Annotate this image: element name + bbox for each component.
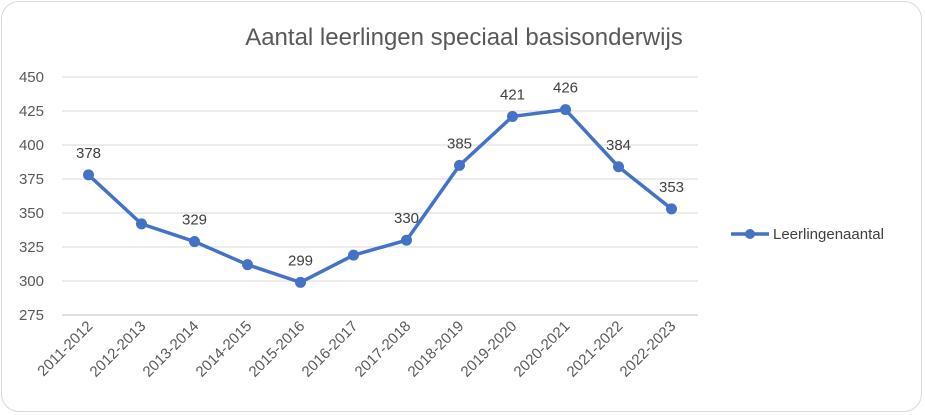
y-tick-label: 425 (19, 103, 44, 120)
data-label: 384 (606, 137, 631, 154)
data-label: 353 (659, 179, 684, 196)
legend-marker (745, 229, 755, 239)
data-label: 421 (500, 86, 525, 103)
x-tick-label: 2013-2014 (140, 318, 203, 381)
y-tick-label: 450 (19, 69, 44, 86)
data-point (242, 259, 253, 271)
y-tick-label: 400 (19, 137, 44, 154)
x-tick-label: 2017-2018 (352, 318, 415, 381)
x-tick-label: 2021-2022 (564, 318, 627, 381)
x-tick-label: 2011-2012 (34, 318, 96, 380)
data-label: 385 (447, 135, 472, 152)
data-point (83, 169, 94, 181)
x-tick-label: 2020-2021 (511, 318, 574, 381)
x-tick-label: 2016-2017 (299, 318, 362, 381)
data-point (613, 161, 624, 173)
y-tick-label: 350 (19, 205, 44, 222)
chart-title: Aantal leerlingen speciaal basisonderwij… (245, 24, 683, 51)
data-label: 299 (288, 252, 313, 269)
y-tick-label: 375 (19, 171, 44, 188)
data-point (401, 234, 412, 246)
series-layer (83, 104, 677, 288)
data-point (348, 249, 359, 261)
gridlines (62, 76, 698, 316)
data-point (666, 203, 677, 215)
legend: Leerlingenaantal (731, 226, 884, 243)
data-point (295, 276, 306, 288)
data-point (507, 110, 518, 122)
data-label: 330 (394, 210, 419, 227)
data-label: 378 (76, 145, 101, 162)
y-tick-label: 275 (19, 307, 44, 324)
series-line (87, 107, 673, 285)
x-tick-label: 2014-2015 (193, 318, 256, 381)
x-tick-label: 2019-2020 (458, 318, 521, 381)
data-point (454, 159, 465, 171)
x-tick-label: 2022-2023 (617, 318, 680, 381)
x-axis-ticks: 2011-20122012-20132013-20142014-20152015… (34, 318, 679, 381)
y-axis-ticks: 275 300 325 350 375 400 425 450 (19, 69, 44, 324)
y-tick-label: 300 (19, 273, 44, 290)
data-labels: 378 329 299 330 385 421 426 384 353 (76, 80, 684, 270)
x-tick-label: 2012-2013 (87, 318, 150, 381)
data-point (560, 104, 571, 116)
data-point (189, 236, 200, 248)
legend-label: Leerlingenaantal (773, 226, 884, 243)
y-tick-label: 325 (19, 239, 44, 256)
x-tick-label: 2015-2016 (246, 318, 309, 381)
data-label: 329 (182, 212, 207, 229)
data-label: 426 (553, 80, 578, 97)
data-point (136, 218, 147, 230)
x-tick-label: 2018-2019 (405, 318, 468, 381)
